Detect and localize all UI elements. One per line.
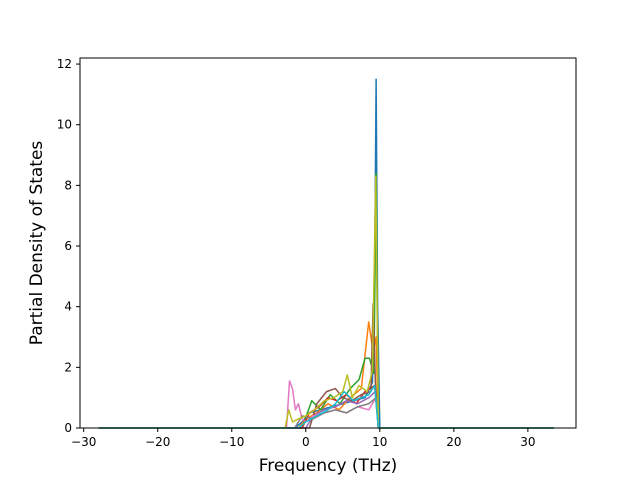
plot-background [80,58,576,428]
y-tick-label: 6 [64,239,72,253]
x-axis-title: Frequency (THz) [259,456,398,476]
x-tick-label: −30 [71,435,96,449]
pdos-series-line-7 [98,380,554,429]
y-tick-label: 0 [64,421,72,435]
y-axis-ticks: 0 2 4 6 8 10 12 [57,57,80,435]
y-tick-label: 10 [57,118,72,132]
y-tick-label: 4 [64,300,72,314]
x-tick-label: 30 [520,435,535,449]
y-tick-label: 2 [64,360,72,374]
plot-frame [79,57,577,429]
x-tick-label: 0 [302,435,310,449]
y-tick-label: 12 [57,57,72,71]
x-axis-ticks: −30 −20 −10 0 10 20 30 [71,428,536,449]
x-tick-label: −10 [219,435,244,449]
pdos-series-line-9 [98,175,554,429]
y-axis-title: Partial Density of States [27,141,47,346]
x-tick-label: 20 [446,435,461,449]
pdos-series-line-6 [98,302,554,429]
x-tick-label: 10 [372,435,387,449]
x-tick-label: −20 [145,435,170,449]
pdos-series-line-10 [98,384,554,429]
series-layer [98,78,554,429]
y-tick-label: 8 [64,178,72,192]
